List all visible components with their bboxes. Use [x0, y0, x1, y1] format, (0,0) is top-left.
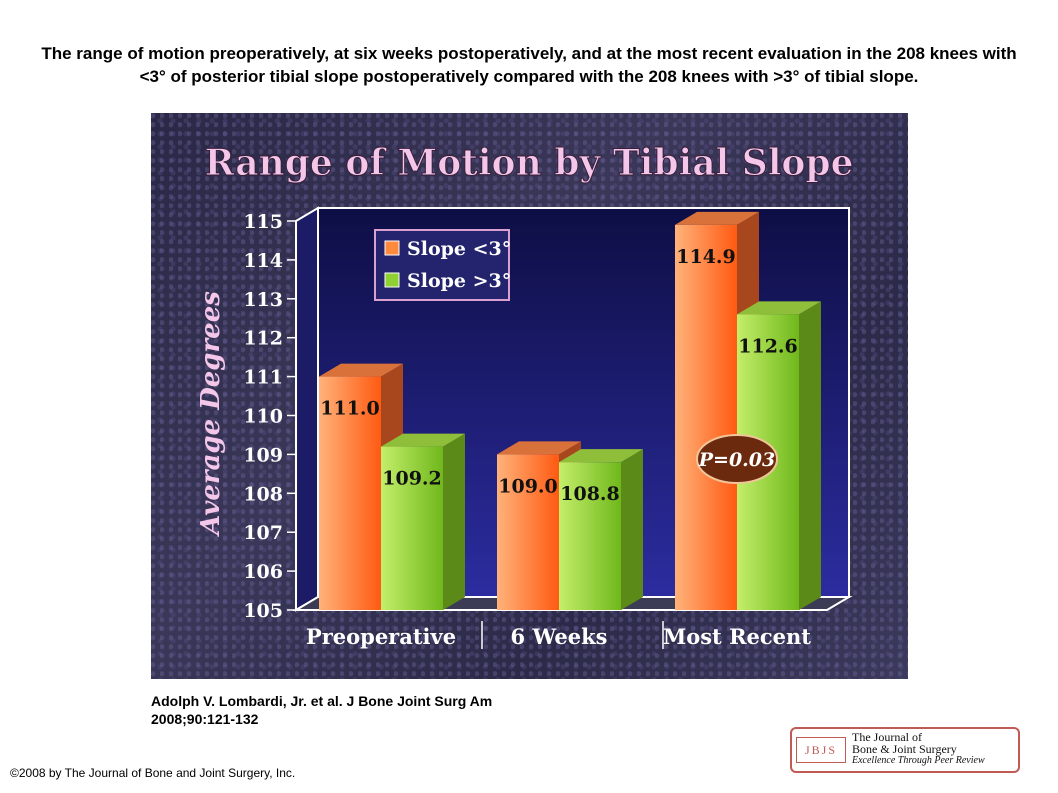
y-tick-label: 107: [243, 522, 283, 544]
journal-logo: JBJS The Journal of Bone & Joint Surgery…: [790, 727, 1020, 773]
legend-label: Slope <3°: [407, 238, 511, 260]
journal-tagline: Excellence Through Peer Review: [852, 755, 985, 766]
y-tick-label: 105: [243, 600, 283, 622]
journal-name-line-1: The Journal of: [852, 730, 922, 744]
y-tick-label: 114: [243, 250, 283, 272]
bar: [381, 446, 443, 610]
jbjs-logo-icon: JBJS: [796, 737, 846, 763]
plot-side-wall: [295, 206, 319, 612]
bar: [319, 376, 381, 610]
y-tick-label: 113: [243, 289, 283, 311]
bar: [497, 454, 559, 610]
copyright: ©2008 by The Journal of Bone and Joint S…: [10, 766, 296, 780]
y-axis-label: Average Degrees: [196, 291, 226, 538]
bar-top: [381, 433, 465, 447]
bar-top: [737, 301, 821, 315]
citation: Adolph V. Lombardi, Jr. et al. J Bone Jo…: [151, 692, 492, 728]
chart-title: Range of Motion by Tibial Slope: [204, 142, 853, 184]
citation-line-2: 2008;90:121-132: [151, 711, 259, 727]
p-value-badge: [696, 434, 778, 484]
bar-top: [675, 211, 759, 225]
y-tick-label: 109: [243, 444, 283, 466]
y-tick-label: 111: [243, 367, 283, 389]
bar-side: [443, 433, 465, 610]
legend-swatch: [384, 240, 400, 256]
bar-side: [621, 449, 643, 610]
journal-name: The Journal of Bone & Joint Surgery Exce…: [852, 731, 985, 767]
bar-chart: Range of Motion by Tibial Slope 105 106 107…: [196, 142, 854, 649]
bar-top: [559, 449, 643, 463]
x-category-label: Most Recent: [663, 624, 811, 649]
legend-label: Slope >3°: [407, 270, 511, 292]
chart-slide: Range of Motion by Tibial Slope 105 106 107…: [151, 113, 908, 679]
bar-side: [799, 301, 821, 610]
x-category-label: Preoperative: [306, 624, 456, 649]
bar: [559, 462, 621, 610]
bar-value-label: 112.6: [738, 335, 798, 357]
y-tick-label: 108: [243, 483, 283, 505]
y-tick-label: 110: [243, 406, 283, 428]
bar-value-label: 108.8: [560, 483, 620, 505]
citation-line-1: Adolph V. Lombardi, Jr. et al. J Bone Jo…: [151, 693, 493, 709]
bar-value-label: 109.2: [382, 468, 442, 490]
figure-caption: The range of motion preoperatively, at s…: [41, 44, 1017, 86]
y-tick-label: 112: [243, 328, 283, 350]
y-tick-label: 115: [243, 211, 283, 233]
journal-name-line-2: Bone & Joint Surgery: [852, 742, 957, 756]
bar-value-label: 111.0: [320, 398, 380, 420]
bar-value-label: 114.9: [676, 246, 736, 268]
legend-swatch: [384, 272, 400, 288]
bar-top: [319, 363, 403, 377]
bar-value-label: 109.0: [498, 475, 558, 497]
bar: [675, 224, 737, 610]
p-value-label: P=0.03: [698, 449, 775, 471]
y-tick-label: 106: [243, 561, 283, 583]
bar-top: [497, 441, 581, 455]
x-category-label: 6 Weeks: [511, 624, 608, 649]
